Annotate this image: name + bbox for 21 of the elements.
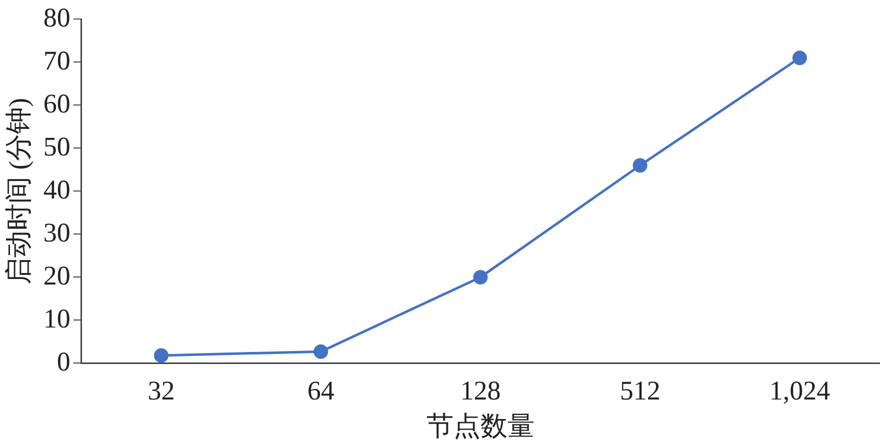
point [314,344,328,359]
point [792,50,807,66]
x-tick-label: 32 [148,375,175,406]
y-tick-label: 60 [43,88,70,118]
y-tick-label: 0 [56,346,70,376]
y-tick-label: 10 [43,303,70,334]
point [154,348,168,363]
point [473,270,488,284]
x-tick-label: 64 [307,375,335,406]
y-tick-label: 70 [43,45,70,76]
y-tick-label: 40 [43,174,70,204]
x-tick-label: 128 [460,375,501,406]
y-tick-label: 80 [43,2,70,32]
point [632,158,648,173]
x-tick-label: 1,024 [769,375,831,406]
y-axis-title: 启动时间 (分钟) [3,98,34,285]
x-tick-label: 512 [620,375,660,406]
x-axis-title: 节点数量 [426,410,534,441]
y-tick-label: 20 [43,260,70,290]
y-tick-label: 50 [43,131,70,162]
y-tick-label: 30 [43,217,70,248]
